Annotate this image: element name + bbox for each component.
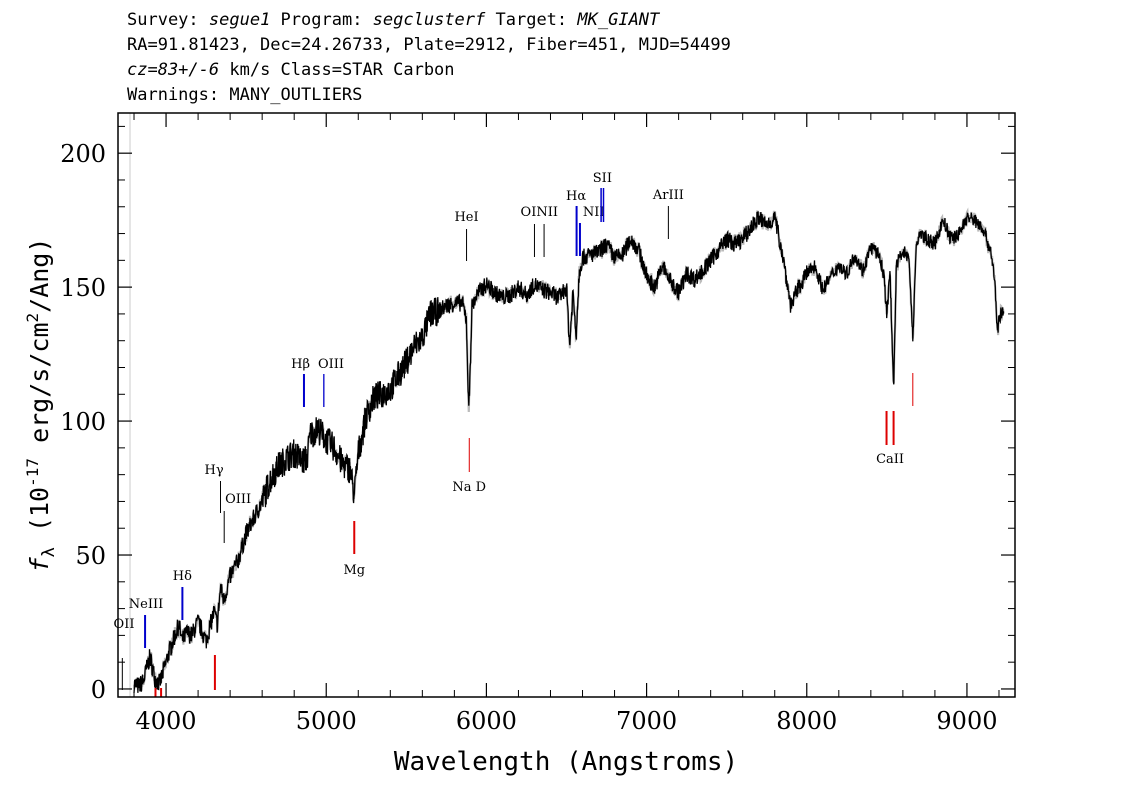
- spectrum-header: Survey: segue1 Program: segclusterf Targ…: [127, 8, 731, 108]
- header-line-redshift: cz=83+/-6 km/s Class=STAR Carbon: [127, 58, 731, 83]
- line-label-oii: OII: [114, 617, 135, 632]
- x-tick-label: 6000: [456, 707, 517, 735]
- redshift-value: cz=83+/-6: [127, 60, 220, 80]
- survey-value: segue1: [208, 10, 271, 30]
- line-label-hei: HeI: [454, 210, 478, 225]
- program-value: segclusterf: [372, 10, 486, 30]
- class-value: km/s Class=STAR Carbon: [219, 60, 455, 80]
- y-tick-label: 100: [60, 408, 106, 436]
- spectrum-error-trace: [132, 207, 1005, 692]
- line-label-sii: SII: [593, 171, 612, 186]
- line-label-oiii: OIII: [225, 492, 251, 507]
- plot-clip-group: [129, 113, 1005, 697]
- x-axis-label: Wavelength (Angstroms): [394, 747, 738, 777]
- header-line-survey: Survey: segue1 Program: segclusterf Targ…: [127, 8, 731, 33]
- y-tick-label: 0: [91, 676, 106, 704]
- line-label-nii: NII: [583, 205, 605, 220]
- target-label: Target:: [485, 10, 578, 30]
- plot-frame: [117, 112, 1016, 698]
- y-tick-label: 200: [60, 140, 106, 168]
- line-label-h: Hγ: [205, 463, 224, 478]
- x-tick-label: 8000: [776, 707, 837, 735]
- line-label-mg: Mg: [343, 563, 365, 578]
- line-label-oiii: OIII: [318, 357, 344, 372]
- survey-label: Survey:: [127, 10, 209, 30]
- y-tick-label: 50: [75, 542, 106, 570]
- line-label-caii: CaII: [876, 452, 904, 467]
- axes-layer: 4000 5000 6000 7000 8000 9000 0 50 100 150 200: [60, 113, 1015, 735]
- x-tick-label: 4000: [136, 707, 197, 735]
- line-label-nad: Na D: [452, 480, 486, 495]
- program-label: Program:: [270, 10, 373, 30]
- x-tick-label: 5000: [296, 707, 357, 735]
- x-tick-label: 9000: [936, 707, 997, 735]
- spectrum-line: [133, 211, 1005, 694]
- line-label-h: Hδ: [173, 569, 192, 584]
- header-line-coordinates: RA=91.81423, Dec=24.26733, Plate=2912, F…: [127, 35, 731, 55]
- line-label-h: Hβ: [291, 357, 310, 372]
- target-value: MK_GIANT: [577, 10, 660, 30]
- header-line-warnings: Warnings: MANY_OUTLIERS: [127, 85, 363, 105]
- y-axis-label: fλ (10-17 erg/s/cm2/Ang): [23, 238, 59, 573]
- y-tick-label: 150: [60, 274, 106, 302]
- line-label-neiii: NeIII: [129, 597, 163, 612]
- x-tick-label: 7000: [616, 707, 677, 735]
- line-label-h: Hα: [566, 189, 586, 204]
- line-label-oi: OINII: [521, 205, 558, 220]
- line-label-ariii: ArIII: [652, 188, 684, 203]
